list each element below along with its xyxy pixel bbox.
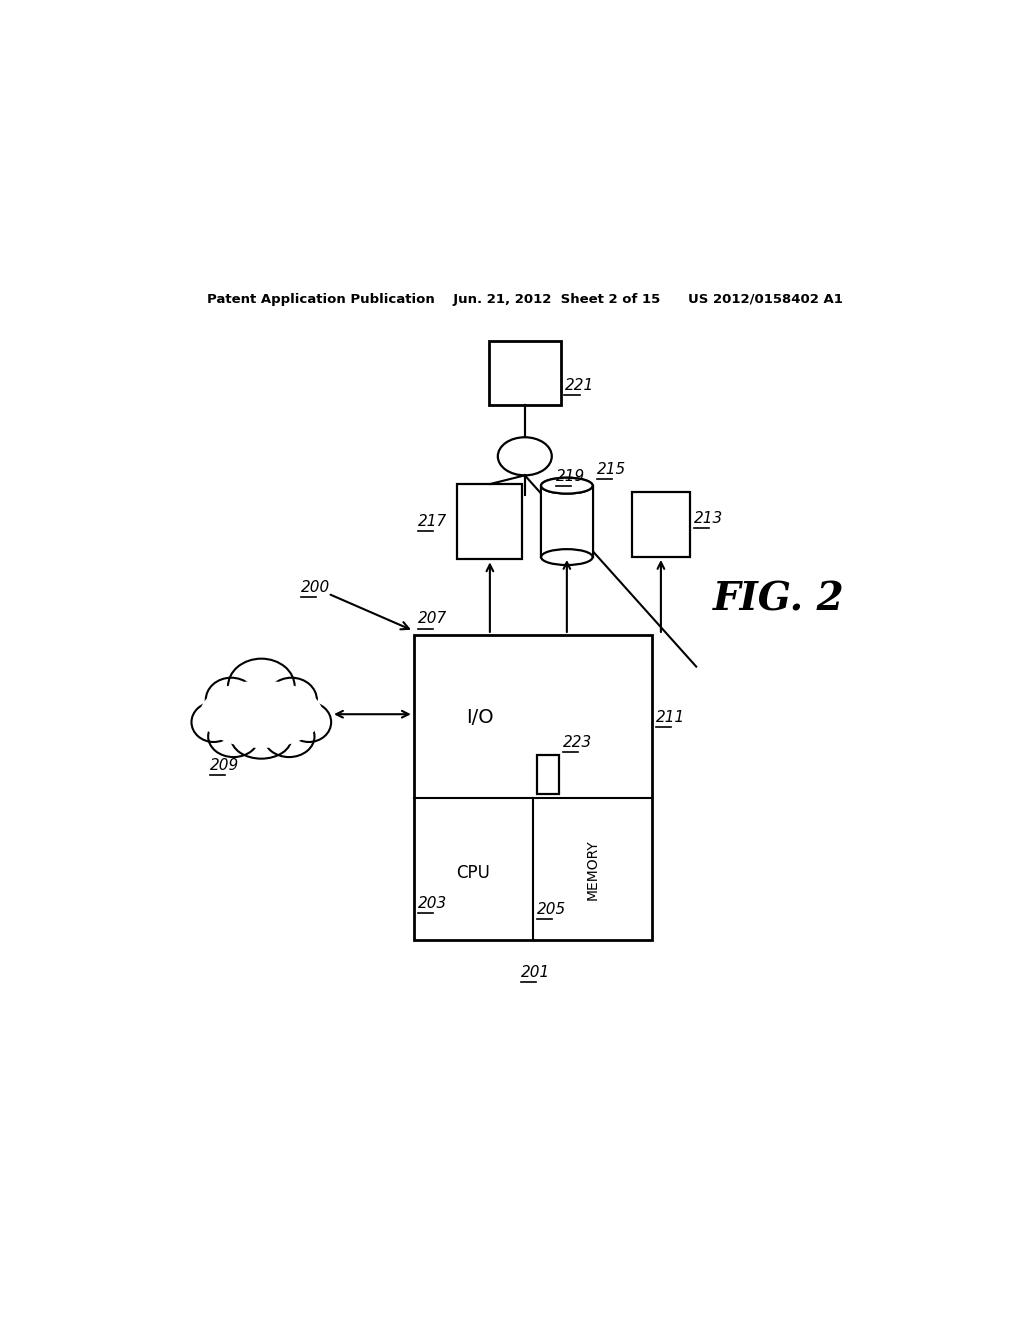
Text: 217: 217 [418,515,446,529]
Bar [458,484,522,560]
Bar [541,486,593,557]
Text: 201: 201 [521,965,550,979]
Text: 200: 200 [301,579,331,595]
Text: 205: 205 [537,903,566,917]
Ellipse shape [191,702,236,742]
Ellipse shape [208,715,259,758]
Text: 221: 221 [564,378,594,393]
Ellipse shape [264,715,314,758]
Ellipse shape [541,478,593,494]
Ellipse shape [228,659,295,714]
Bar [414,635,651,940]
Text: 215: 215 [597,462,626,478]
Text: MEMORY: MEMORY [586,840,599,900]
Ellipse shape [206,677,257,722]
Text: 209: 209 [210,758,239,774]
Text: 207: 207 [418,611,446,627]
Ellipse shape [200,681,323,748]
Text: 203: 203 [418,896,446,911]
Text: 213: 213 [694,511,723,525]
Ellipse shape [231,717,292,759]
Text: 219: 219 [556,469,585,483]
Bar [541,486,593,557]
Text: 211: 211 [655,710,685,725]
Ellipse shape [498,437,552,475]
Text: I/O: I/O [467,708,495,727]
Bar [537,755,559,795]
Text: Patent Application Publication    Jun. 21, 2012  Sheet 2 of 15      US 2012/0158: Patent Application Publication Jun. 21, … [207,293,843,306]
Bar [632,492,690,557]
Ellipse shape [287,702,331,742]
Ellipse shape [541,549,593,565]
Ellipse shape [541,478,593,494]
Text: 223: 223 [563,735,592,750]
Text: CPU: CPU [457,865,490,882]
Ellipse shape [266,677,316,722]
Bar [489,342,560,405]
Text: FIG. 2: FIG. 2 [713,581,845,618]
